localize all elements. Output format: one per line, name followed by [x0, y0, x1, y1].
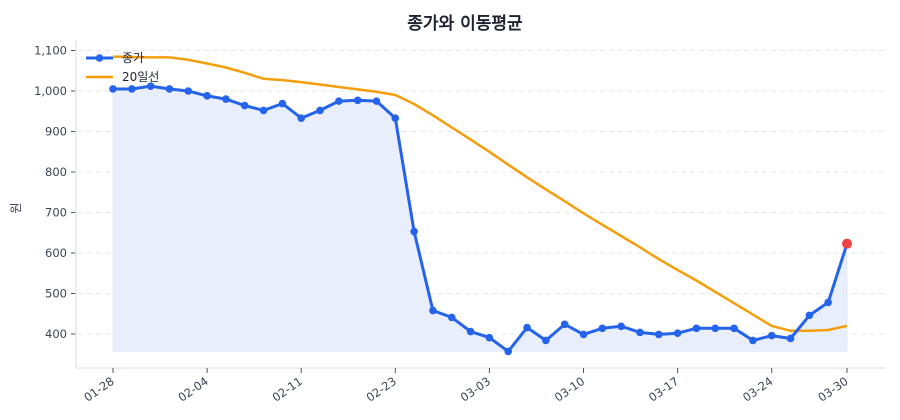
y-tick-label: 400 — [45, 327, 67, 341]
last-point-highlight — [842, 238, 852, 249]
y-tick-label: 600 — [45, 246, 67, 260]
data-point — [447, 313, 456, 322]
data-point — [636, 328, 644, 337]
data-point — [165, 85, 174, 93]
legend: 종가 20일선 — [86, 51, 159, 84]
x-tick-label: 02-23 — [364, 374, 399, 405]
data-point — [466, 327, 475, 336]
y-axis-label: 원 — [9, 202, 23, 213]
chart-title: 종가와 이동평균 — [407, 14, 523, 34]
y-tick-label: 1,000 — [34, 84, 67, 98]
y-axis: 400 500 600 700 800 900 1,000 1,100 — [34, 40, 77, 368]
data-point — [504, 347, 513, 356]
legend-close-marker — [95, 54, 104, 62]
data-point — [598, 324, 607, 333]
data-point — [109, 85, 117, 93]
data-point — [372, 97, 381, 105]
data-point — [673, 329, 682, 337]
data-point — [259, 106, 268, 115]
data-point — [579, 330, 588, 339]
data-point — [297, 114, 306, 122]
data-point — [353, 96, 362, 105]
data-point — [542, 336, 550, 345]
data-point — [240, 101, 249, 110]
data-point — [711, 324, 720, 333]
data-point — [824, 298, 832, 307]
data-point — [316, 106, 324, 115]
x-tick-label: 03-30 — [815, 374, 850, 405]
data-point — [203, 92, 211, 100]
data-point — [749, 336, 757, 345]
x-tick-label: 01-28 — [81, 374, 116, 405]
x-tick-label: 03-10 — [552, 374, 587, 405]
x-tick-label: 02-11 — [270, 374, 305, 405]
y-tick-label: 900 — [45, 125, 67, 139]
data-point — [429, 306, 437, 315]
data-point — [692, 324, 701, 333]
legend-close-label: 종가 — [122, 51, 144, 65]
data-point — [485, 333, 494, 342]
data-point — [617, 322, 625, 331]
data-point — [184, 87, 193, 95]
moving-average-line — [112, 55, 848, 333]
data-point — [222, 95, 230, 103]
data-point — [767, 331, 776, 340]
close-price-line — [113, 84, 849, 353]
x-tick-label: 03-03 — [458, 374, 493, 405]
data-point — [805, 311, 814, 320]
data-point — [654, 330, 663, 339]
data-point — [560, 320, 569, 329]
close-price-area — [112, 85, 848, 352]
data-point — [391, 114, 400, 122]
y-tick-label: 500 — [45, 287, 67, 301]
data-point — [730, 324, 738, 333]
close-price-markers — [109, 82, 852, 356]
x-tick-label: 03-24 — [740, 374, 775, 405]
data-point — [786, 334, 795, 343]
data-point — [128, 85, 136, 93]
legend-ma-label: 20일선 — [122, 70, 159, 84]
data-point — [410, 227, 418, 236]
data-point — [278, 99, 287, 108]
x-axis: 01-28 02-04 02-11 02-23 03-03 03-10 03-17 03-24… — [76, 367, 885, 405]
y-tick-label: 1,100 — [34, 44, 67, 58]
y-tick-label: 700 — [45, 206, 67, 220]
data-point — [335, 97, 343, 105]
x-tick-label: 03-17 — [646, 374, 681, 405]
data-point — [146, 82, 155, 90]
data-point — [523, 323, 531, 332]
y-tick-label: 800 — [45, 165, 67, 179]
x-tick-label: 02-04 — [175, 374, 210, 405]
